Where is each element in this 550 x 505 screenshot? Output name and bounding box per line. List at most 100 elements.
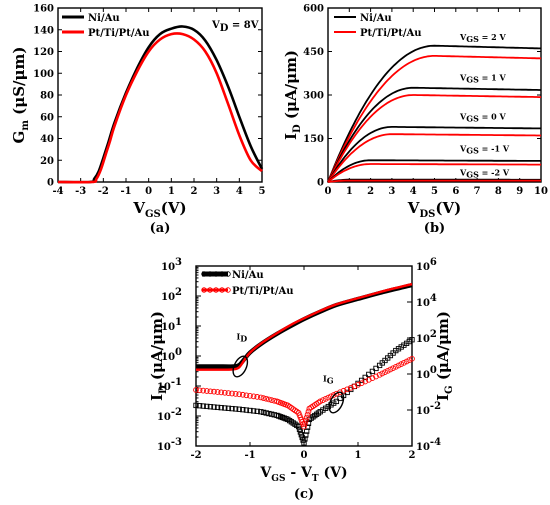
ig-marker-circle — [301, 423, 307, 430]
x-tick-label-b: 6 — [452, 186, 459, 197]
x-tick-label-b: 2 — [367, 186, 374, 197]
ig-marker-square — [333, 398, 340, 405]
ig-marker-square — [263, 410, 269, 416]
annotation-ellipse-c-1 — [328, 391, 345, 414]
ig-marker-square — [211, 404, 217, 410]
ig-marker-square — [297, 429, 304, 435]
curve-label-b-2: VGS = 0 V — [459, 112, 506, 124]
ig-marker-circle — [207, 388, 214, 395]
y-tick-exp-c: 3 — [175, 257, 182, 268]
output-curve-b-1 — [327, 55, 542, 183]
curve-label-b-4: VGS = -2 V — [459, 168, 510, 180]
y2-tick-exp-c: -4 — [430, 437, 441, 448]
ig-marker-square — [266, 410, 272, 417]
y2-tick-base-c: 10 — [416, 262, 430, 273]
ig-marker-circle — [239, 391, 246, 398]
ig-marker-circle — [218, 389, 225, 396]
ig-marker-circle — [225, 390, 232, 396]
curve-label-b-sub: GS — [466, 75, 479, 85]
ig-marker-circle — [401, 359, 407, 366]
legend-marker-c-1 — [225, 287, 231, 293]
y2-tick-base-c: 10 — [416, 406, 430, 417]
x-tick-label-a: 5 — [259, 186, 266, 197]
y-axis-label-c-unit: (μA/μm) — [148, 311, 166, 385]
ig-marker-square — [369, 368, 376, 375]
ig-marker-square — [258, 409, 264, 415]
y-tick-label-c: 103 — [161, 257, 182, 273]
output-curve-b-9 — [327, 179, 541, 183]
y-tick-label-a: 160 — [33, 4, 54, 15]
x-axis-label-a-sub: GS — [145, 209, 161, 220]
ig-marker-circle — [384, 367, 391, 374]
y-tick-exp-c: 1 — [175, 317, 182, 328]
x-tick-label-a: 1 — [168, 186, 175, 197]
legend-label-c-0: Ni/Au — [232, 270, 264, 281]
ig-marker-circle — [247, 392, 253, 399]
curve-label-b-rest: = -1 V — [479, 144, 510, 154]
ig-marker-circle — [221, 389, 228, 396]
y-axis-label-b-sub: D — [292, 124, 303, 133]
x-axis-label-b: VDS(V) — [407, 199, 461, 220]
x-axis-label-c: VGS - VT (V) — [259, 465, 347, 484]
annotation-vd-rest: = 8V — [228, 20, 258, 31]
y-axis-label-a-main: G — [10, 131, 28, 144]
ig-marker-square — [325, 403, 331, 410]
ig-marker-circle — [266, 396, 272, 403]
ig-marker-square — [236, 406, 242, 412]
y2-tick-label-c: 106 — [416, 257, 437, 273]
y-axis-label-b-main: I — [282, 133, 300, 140]
y-tick-label-b: 0 — [317, 178, 324, 189]
x-tick-label-c: -2 — [190, 450, 201, 461]
curve-label-b-3: VGS = -1 V — [459, 144, 510, 156]
ig-marker-circle — [347, 384, 354, 391]
y2-tick-exp-c: -2 — [430, 401, 441, 412]
y-tick-label-c: 10-3 — [157, 437, 182, 453]
y-tick-exp-c: -2 — [171, 407, 182, 418]
ig-marker-square — [304, 424, 311, 430]
x-tick-label-b: 1 — [346, 186, 353, 197]
ig-marker-square — [337, 395, 343, 402]
y2-tick-exp-c: 6 — [430, 257, 437, 268]
ig-marker-circle — [317, 398, 324, 405]
ig-marker-circle — [193, 387, 199, 393]
curve-label-b-rest: = 2 V — [479, 32, 507, 42]
annotation-label-c-1: IG — [323, 374, 334, 386]
x-tick-label-b: 10 — [534, 186, 548, 197]
ig-marker-square — [196, 403, 203, 409]
y2-tick-base-c: 10 — [416, 298, 430, 309]
series-line-a-1 — [57, 32, 263, 184]
y2-tick-base-c: 10 — [416, 370, 430, 381]
annotation-vd-main: V — [211, 20, 220, 31]
ig-marker-square — [295, 423, 302, 430]
curve-label-b-main: V — [459, 112, 467, 122]
x-axis-label-c-unit: (V) — [319, 465, 348, 481]
ig-marker-circle — [302, 420, 308, 427]
x-tick-label-b: 3 — [388, 186, 395, 197]
output-curve-b-6 — [327, 159, 541, 183]
annotation-sub-c: G — [327, 376, 334, 386]
curve-label-b-sub: GS — [466, 114, 479, 124]
legend-marker-c-0 — [207, 271, 213, 277]
y-tick-label-b: 450 — [303, 47, 324, 58]
x-axis-label-b-unit: (V) — [435, 199, 461, 217]
output-curve-b-4 — [327, 126, 541, 183]
ig-marker-square — [254, 408, 260, 414]
y2-axis-label-c: IG (μA/μm) — [434, 311, 455, 401]
y-tick-label-c: 10-1 — [157, 377, 182, 393]
annotation-vd: VD = 8V — [211, 20, 259, 34]
ig-marker-circle — [229, 390, 235, 397]
annotation-sub-c: D — [240, 334, 247, 344]
legend-marker-c-0 — [219, 271, 225, 277]
legend-marker-c-0 — [213, 271, 219, 277]
ig-marker-square — [260, 409, 267, 416]
y-tick-label-a: 60 — [40, 112, 54, 123]
x-tick-label-b: 0 — [325, 186, 332, 197]
panel-c: -2 -1 0 1 210-310-210-110010110210310-410-21… — [148, 257, 455, 502]
curve-label-b-0: VGS = 2 V — [459, 32, 506, 44]
x-tick-label-b: 4 — [410, 186, 417, 197]
x-axis-label-c-sub2: T — [312, 474, 319, 484]
y2-axis-label-c-unit: (μA/μm) — [434, 311, 452, 385]
ig-marker-circle — [250, 393, 257, 400]
curve-label-b-sub: GS — [466, 34, 479, 44]
